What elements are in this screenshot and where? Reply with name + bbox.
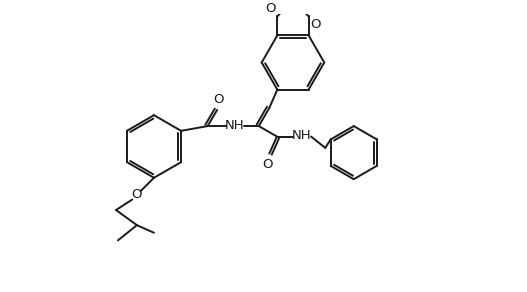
Text: O: O (132, 188, 142, 201)
Text: NH: NH (225, 119, 244, 132)
Text: O: O (213, 93, 223, 106)
Text: O: O (310, 18, 321, 31)
Text: O: O (262, 158, 272, 171)
Text: NH: NH (292, 129, 311, 142)
Text: O: O (265, 1, 276, 15)
